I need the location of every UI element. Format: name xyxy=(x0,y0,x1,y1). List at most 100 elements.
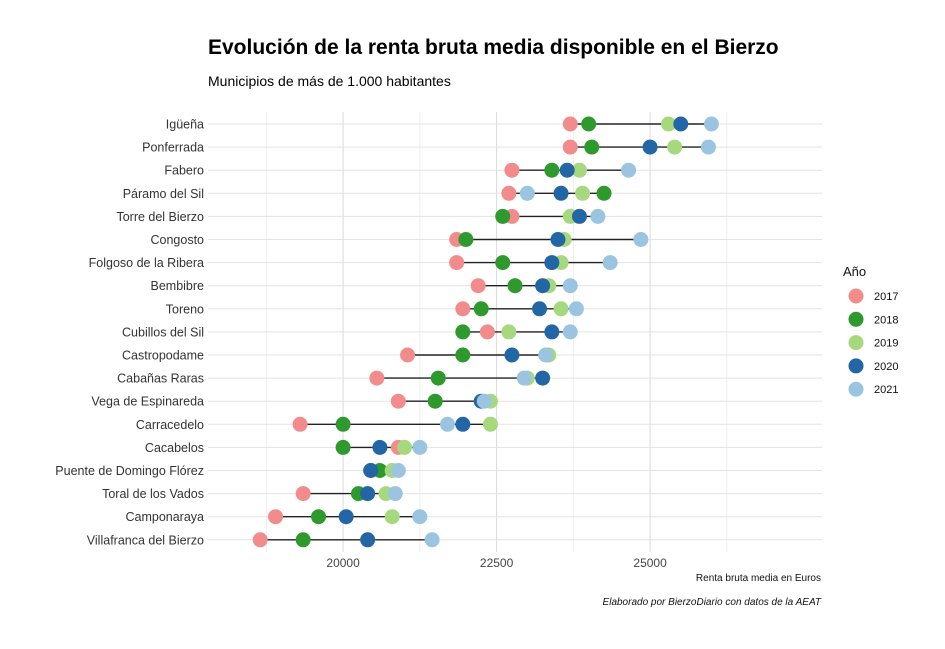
y-tick-label: Carracedelo xyxy=(136,418,204,432)
point-2017 xyxy=(449,255,465,271)
point-2017 xyxy=(455,301,471,317)
point-2021 xyxy=(562,278,578,294)
y-tick-label: Ponferrada xyxy=(142,141,204,155)
point-2017 xyxy=(562,139,578,155)
point-2020 xyxy=(532,301,548,317)
data-points xyxy=(252,116,719,548)
point-2020 xyxy=(544,255,560,271)
y-tick-label: Bembibre xyxy=(151,279,205,293)
point-2018 xyxy=(584,139,600,155)
point-2020 xyxy=(559,162,575,178)
point-2019 xyxy=(384,509,400,525)
point-2020 xyxy=(544,324,560,340)
point-2017 xyxy=(292,416,308,432)
point-2021 xyxy=(424,532,440,548)
point-2017 xyxy=(562,116,578,132)
point-2017 xyxy=(504,162,520,178)
point-2021 xyxy=(562,324,578,340)
point-2020 xyxy=(504,347,520,363)
point-2020 xyxy=(338,509,354,525)
y-tick-label: Páramo del Sil xyxy=(123,187,204,201)
point-2018 xyxy=(544,162,560,178)
y-tick-label: Cacabelos xyxy=(145,441,204,455)
legend-label-2017: 2017 xyxy=(874,291,898,303)
point-2019 xyxy=(571,162,587,178)
chart-caption: Elaborado por BierzoDiario con datos de … xyxy=(602,597,821,608)
y-tick-label: Fabero xyxy=(164,164,204,178)
x-tick-label: 20000 xyxy=(326,556,360,570)
point-2017 xyxy=(369,370,385,386)
point-2018 xyxy=(455,324,471,340)
point-2018 xyxy=(458,232,474,247)
point-2018 xyxy=(430,370,446,386)
point-2017 xyxy=(268,509,284,525)
point-2018 xyxy=(335,416,351,432)
y-tick-label: Folgoso de la Ribera xyxy=(89,256,204,270)
point-2020 xyxy=(673,116,689,132)
point-2020 xyxy=(360,486,376,502)
point-2019 xyxy=(667,139,683,155)
legend-swatch-2020 xyxy=(848,358,864,374)
point-2021 xyxy=(516,370,532,386)
point-2020 xyxy=(535,370,551,386)
point-2020 xyxy=(553,185,569,201)
point-2017 xyxy=(295,486,311,502)
legend: Año 2017 2018 2019 2020 2021 xyxy=(843,264,898,397)
point-2019 xyxy=(396,439,412,455)
point-2021 xyxy=(602,255,618,271)
chart-title: Evolución de la renta bruta media dispon… xyxy=(208,36,779,59)
y-tick-label: Villafranca del Bierzo xyxy=(87,533,204,547)
point-2018 xyxy=(295,532,311,548)
y-tick-label: Castropodame xyxy=(122,349,204,363)
x-axis-ticks: 20000 22500 25000 xyxy=(326,556,667,570)
point-2020 xyxy=(455,416,471,432)
point-2021 xyxy=(387,486,403,502)
point-2021 xyxy=(538,347,554,363)
point-2020 xyxy=(360,532,376,548)
point-2019 xyxy=(661,116,676,132)
point-2019 xyxy=(553,301,569,317)
legend-label-2020: 2020 xyxy=(874,361,898,373)
point-2021 xyxy=(633,232,649,247)
point-2021 xyxy=(519,185,535,201)
y-tick-label: Cabañas Raras xyxy=(117,372,204,386)
point-2019 xyxy=(501,324,517,340)
point-2021 xyxy=(390,463,406,478)
point-2018 xyxy=(335,439,351,455)
point-2021 xyxy=(703,116,719,132)
point-2017 xyxy=(479,324,495,340)
point-2019 xyxy=(482,416,498,432)
point-2017 xyxy=(501,185,517,201)
point-2020 xyxy=(550,232,566,247)
point-2019 xyxy=(575,185,591,201)
point-2021 xyxy=(700,139,716,155)
x-axis-label: Renta bruta media en Euros xyxy=(695,573,821,584)
legend-label-2018: 2018 xyxy=(874,314,898,326)
y-tick-label: Camponaraya xyxy=(125,510,204,524)
point-2020 xyxy=(372,439,388,455)
point-2018 xyxy=(495,208,511,224)
y-tick-label: Toral de los Vados xyxy=(102,487,204,501)
point-2017 xyxy=(390,393,406,409)
point-2018 xyxy=(495,255,511,271)
legend-swatch-2021 xyxy=(848,381,864,397)
point-2018 xyxy=(596,185,612,201)
point-2018 xyxy=(311,509,327,525)
point-2021 xyxy=(412,439,428,455)
y-tick-label: Congosto xyxy=(150,233,204,247)
x-tick-label: 25000 xyxy=(633,556,667,570)
legend-title: Año xyxy=(843,264,866,279)
x-tick-label: 22500 xyxy=(480,556,514,570)
point-2018 xyxy=(581,116,597,132)
point-2021 xyxy=(412,509,428,525)
y-tick-label: Puente de Domingo Flórez xyxy=(55,464,204,478)
point-2018 xyxy=(455,347,471,363)
y-tick-label: Torre del Bierzo xyxy=(116,210,204,224)
legend-swatch-2019 xyxy=(848,335,864,351)
y-axis-labels: Igüeña Ponferrada Fabero Páramo del Sil Torr… xyxy=(55,118,204,548)
legend-swatch-2017 xyxy=(848,288,864,304)
legend-label-2019: 2019 xyxy=(874,338,898,350)
point-2020 xyxy=(642,139,658,155)
point-2018 xyxy=(427,393,443,409)
point-2017 xyxy=(400,347,416,363)
